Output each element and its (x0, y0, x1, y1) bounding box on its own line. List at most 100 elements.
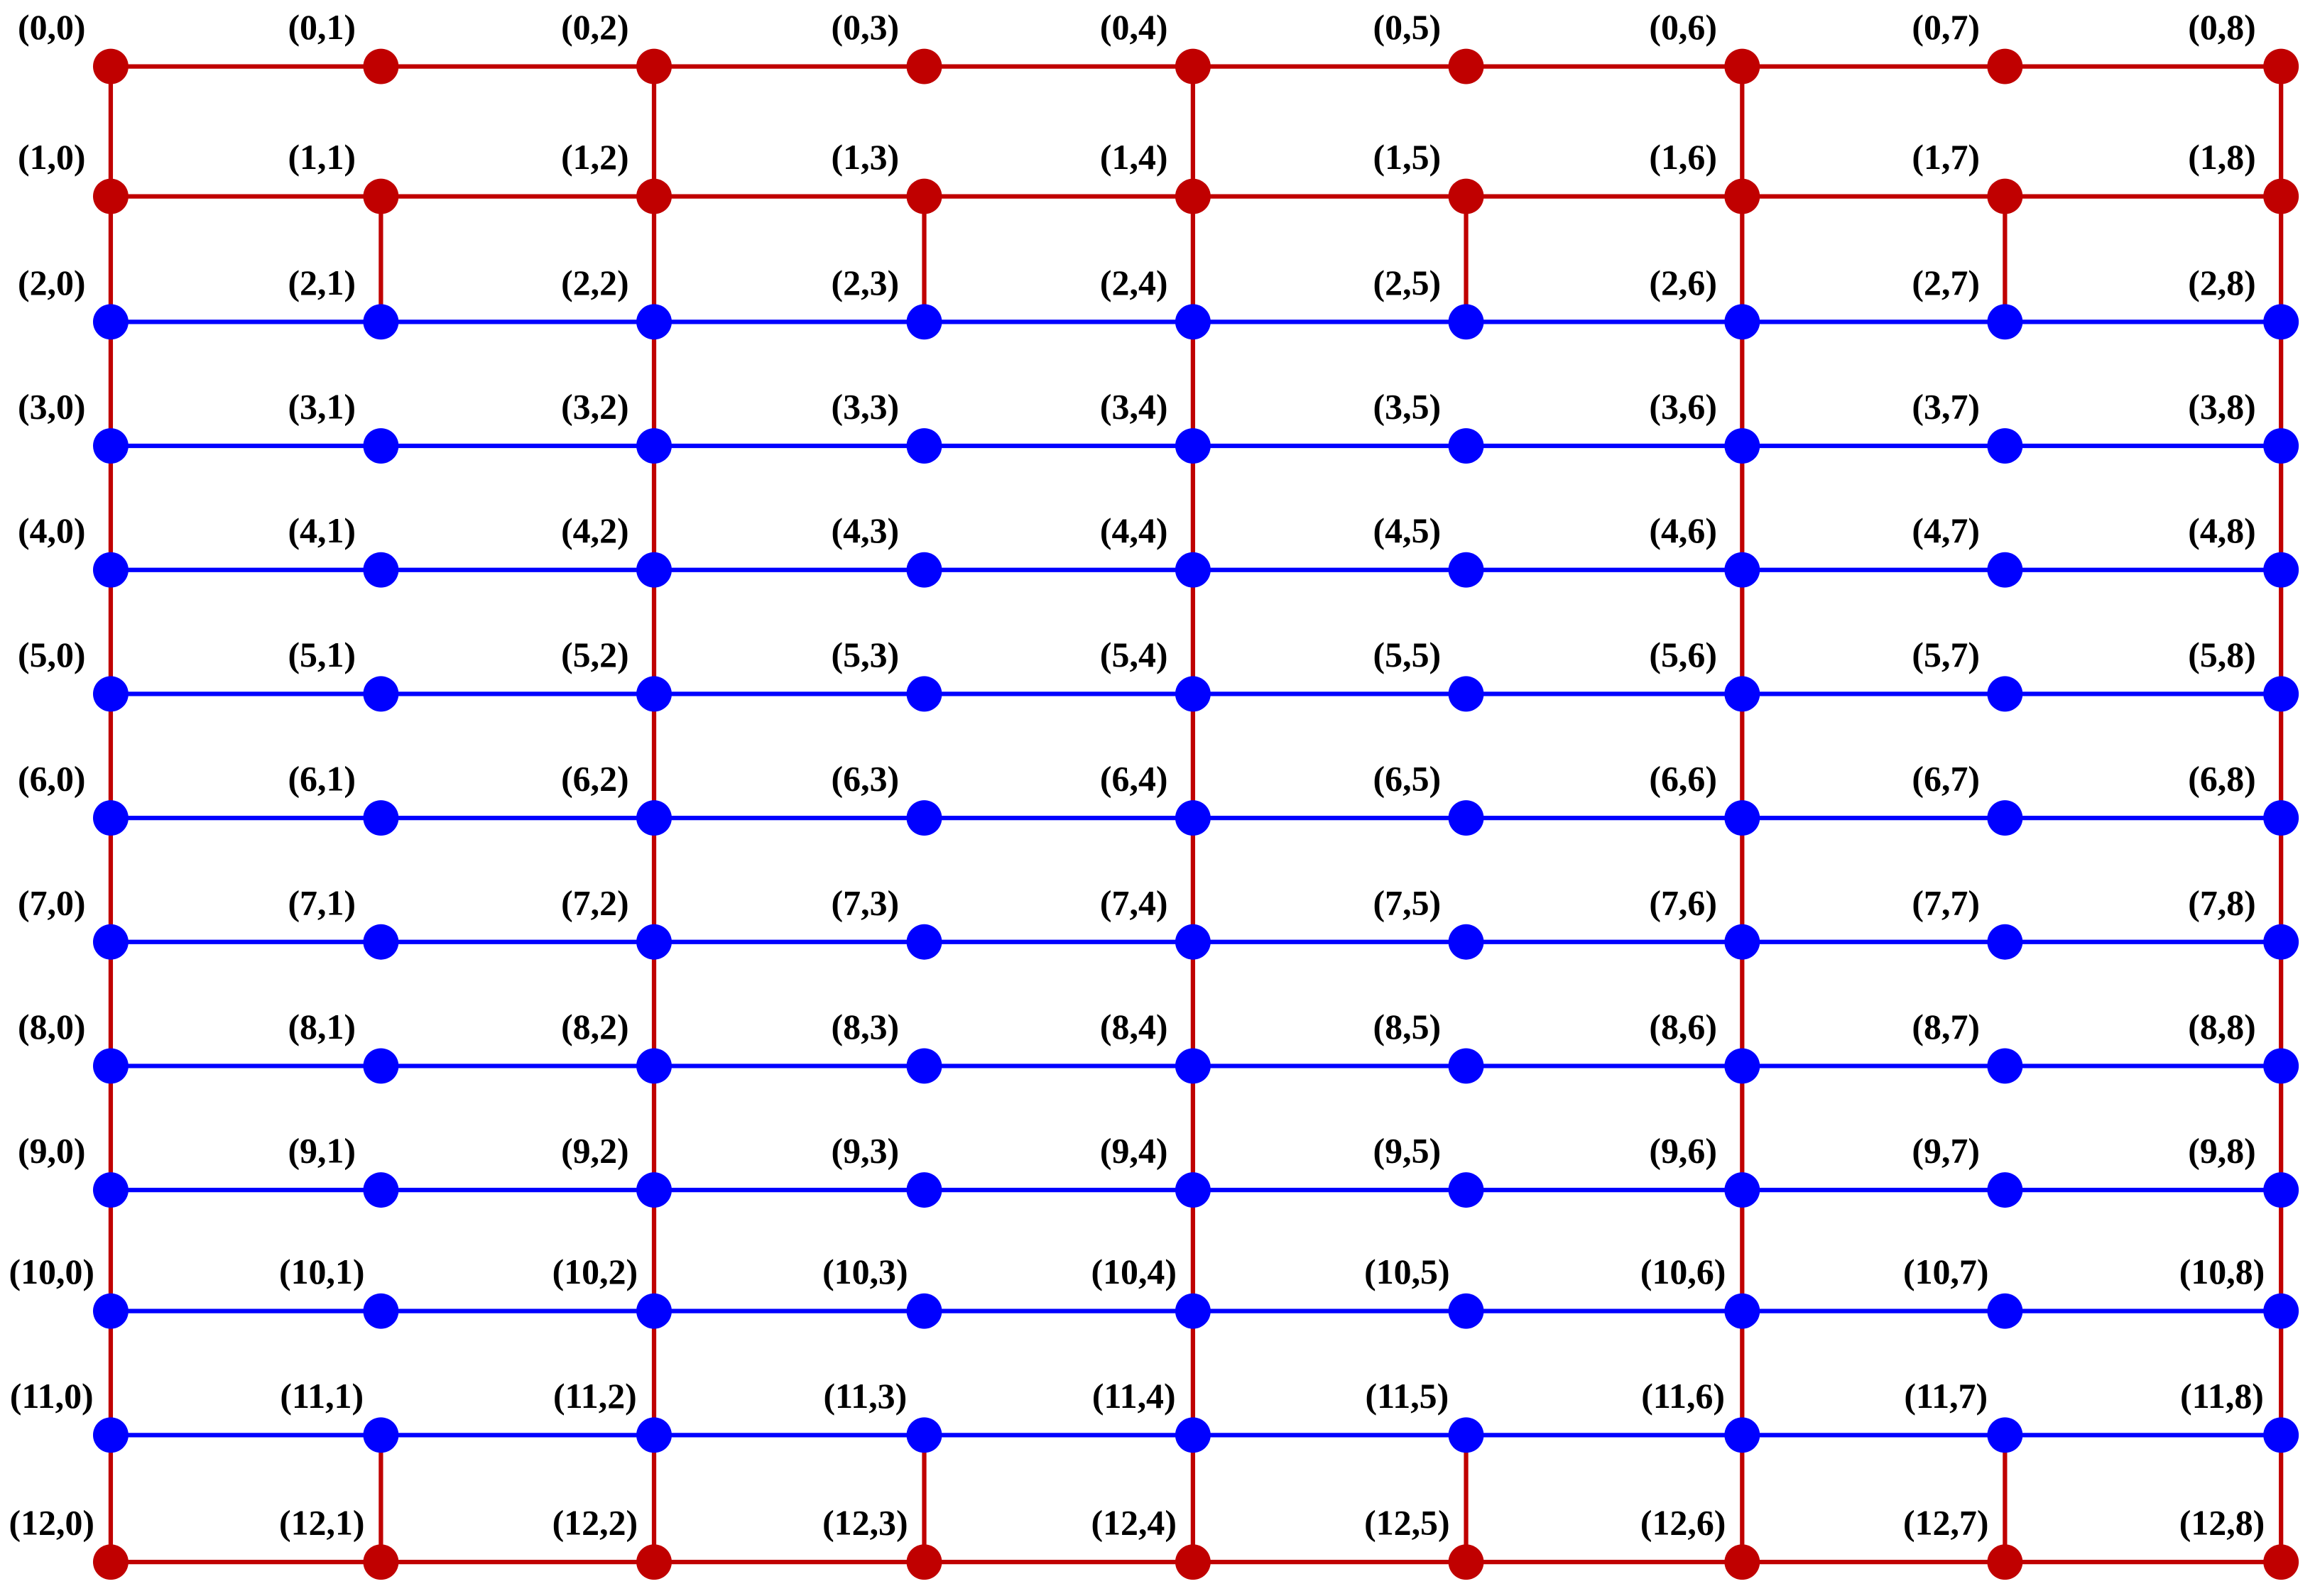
node (1175, 552, 1211, 588)
node (92, 304, 129, 340)
node (1987, 1417, 2023, 1453)
node (1987, 428, 2023, 464)
node (1448, 800, 1484, 836)
node-label: (6,4) (1100, 760, 1168, 799)
node-label: (6,2) (561, 760, 629, 799)
node (906, 924, 942, 960)
node-label: (10,0) (9, 1252, 95, 1291)
node-label: (2,1) (288, 263, 356, 302)
node (92, 1048, 129, 1084)
node (92, 1417, 129, 1453)
node (1175, 676, 1211, 712)
node-label: (3,2) (561, 388, 629, 427)
node (636, 1293, 672, 1329)
node (363, 552, 399, 588)
node (92, 1172, 129, 1208)
node-label: (12,5) (1364, 1504, 1450, 1543)
node (906, 178, 942, 214)
node (1987, 1544, 2023, 1580)
node (363, 924, 399, 960)
node (1175, 1417, 1211, 1453)
node-label: (2,4) (1100, 263, 1168, 302)
node (1724, 304, 1760, 340)
node-label: (4,2) (561, 511, 629, 550)
node (636, 552, 672, 588)
node-label: (10,6) (1640, 1252, 1726, 1291)
node (2263, 178, 2299, 214)
node (1987, 924, 2023, 960)
node-label: (3,7) (1912, 388, 1980, 427)
node-label: (3,0) (18, 388, 86, 427)
node-label: (5,0) (18, 635, 86, 674)
node-label: (6,5) (1373, 760, 1442, 799)
node-label: (11,3) (823, 1377, 907, 1416)
node-label: (7,1) (288, 883, 356, 922)
node-label: (2,8) (2188, 263, 2256, 302)
node-label: (11,7) (1904, 1377, 1988, 1416)
node-label: (5,5) (1373, 635, 1442, 674)
node (1724, 1293, 1760, 1329)
node (1724, 924, 1760, 960)
node-label: (3,6) (1649, 388, 1717, 427)
node-label: (8,3) (832, 1007, 900, 1046)
node (1175, 1293, 1211, 1329)
node-label: (4,1) (288, 511, 356, 550)
node (1987, 800, 2023, 836)
node-label: (5,7) (1912, 635, 1980, 674)
node-label: (7,7) (1912, 883, 1980, 922)
node (906, 552, 942, 588)
node-label: (11,8) (2180, 1377, 2264, 1416)
node (1724, 1172, 1760, 1208)
node-label: (3,8) (2188, 388, 2256, 427)
node-label: (11,5) (1365, 1377, 1449, 1416)
node (906, 800, 942, 836)
node-label: (11,4) (1092, 1377, 1176, 1416)
node (1724, 800, 1760, 836)
node-label: (8,1) (288, 1007, 356, 1046)
node-label: (12,1) (279, 1504, 365, 1543)
node (1724, 676, 1760, 712)
node-label: (8,0) (18, 1007, 86, 1046)
node (2263, 48, 2299, 84)
node (636, 1172, 672, 1208)
node-label: (9,8) (2188, 1132, 2256, 1171)
node (1175, 800, 1211, 836)
node (1448, 924, 1484, 960)
node-label: (2,2) (561, 263, 629, 302)
node (1724, 1417, 1760, 1453)
node-label: (10,8) (2179, 1252, 2265, 1291)
node (2263, 800, 2299, 836)
node (2263, 1048, 2299, 1084)
node (1175, 178, 1211, 214)
node-label: (4,4) (1100, 511, 1168, 550)
node-label: (9,7) (1912, 1132, 1980, 1171)
node (1448, 1172, 1484, 1208)
node (636, 304, 672, 340)
node (1724, 1048, 1760, 1084)
node (1448, 1293, 1484, 1329)
node-label: (9,0) (18, 1132, 86, 1171)
node-label: (12,3) (822, 1504, 908, 1543)
node (906, 1293, 942, 1329)
node-label: (5,2) (561, 635, 629, 674)
node (1987, 676, 2023, 712)
node-label: (0,8) (2188, 8, 2256, 47)
node (2263, 924, 2299, 960)
node (92, 800, 129, 836)
node (1175, 924, 1211, 960)
node-label: (6,6) (1649, 760, 1717, 799)
node (1448, 1544, 1484, 1580)
node-label: (2,3) (832, 263, 900, 302)
node (1987, 552, 2023, 588)
node (636, 1544, 672, 1580)
node (92, 1544, 129, 1580)
node (906, 1048, 942, 1084)
node-label: (9,1) (288, 1132, 356, 1171)
node (1448, 676, 1484, 712)
node-label: (0,7) (1912, 8, 1980, 47)
node-label: (8,8) (2188, 1007, 2256, 1046)
node-label: (12,6) (1640, 1504, 1726, 1543)
node-label: (10,7) (1903, 1252, 1989, 1291)
node-label: (7,8) (2188, 883, 2256, 922)
